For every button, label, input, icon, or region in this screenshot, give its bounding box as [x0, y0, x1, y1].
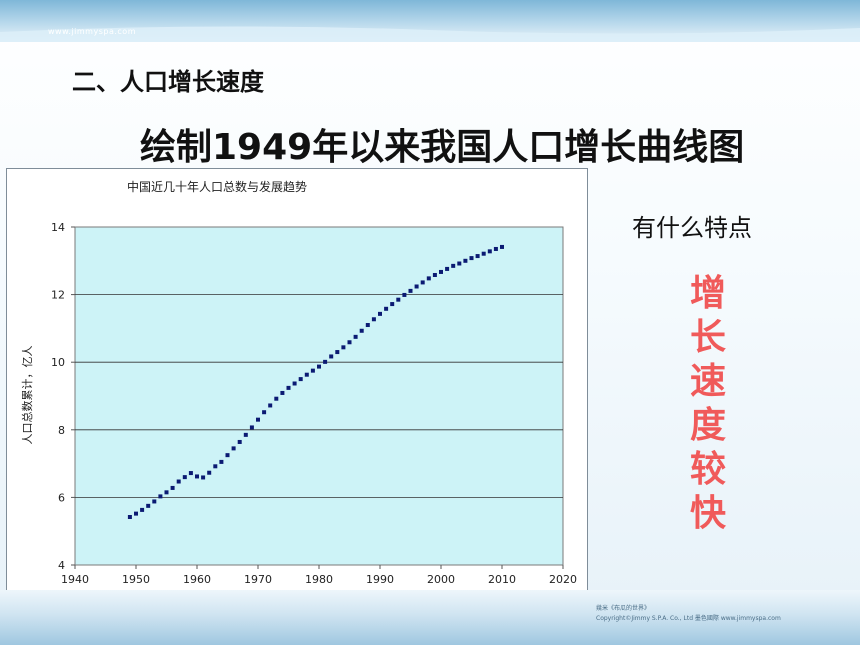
data-point [378, 311, 382, 316]
data-point [487, 249, 492, 254]
data-point [323, 359, 328, 364]
data-point [414, 284, 419, 289]
data-point [146, 503, 151, 508]
data-point [420, 280, 425, 285]
data-point [201, 475, 206, 480]
copyright-line-1: 幾米《布瓜的世界》 [596, 605, 651, 612]
y-tick-label: 6 [58, 491, 65, 504]
chart-title: 中国近几十年人口总数与发展趋势 [127, 179, 307, 194]
data-point [298, 377, 303, 382]
plot-background [74, 226, 564, 566]
section-title: 二、人口增长速度 [72, 68, 264, 96]
data-point [286, 385, 291, 390]
data-point [237, 439, 242, 444]
data-point [335, 350, 340, 355]
population-chart: 中国近几十年人口总数与发展趋势 4 6 8 10 12 14 1940 1950 1960 197… [20, 179, 577, 612]
data-point [463, 258, 468, 263]
data-point [225, 453, 230, 458]
y-tick-label: 12 [51, 289, 65, 302]
data-point [268, 403, 273, 408]
data-point [256, 417, 260, 422]
data-point [341, 345, 346, 350]
y-tick-label: 8 [58, 424, 65, 437]
x-tick-label: 1940 [61, 573, 89, 586]
data-point [396, 297, 401, 302]
data-point [353, 334, 358, 339]
data-point [384, 306, 389, 311]
data-point [243, 432, 248, 437]
data-point [432, 272, 437, 277]
data-point [481, 251, 486, 256]
top-banner: www.jimmyspa.com [0, 0, 860, 42]
data-point [371, 317, 376, 322]
bottom-banner [0, 590, 860, 645]
data-point [329, 354, 334, 359]
x-tick-label: 1990 [366, 573, 394, 586]
question-text: 有什么特点 [632, 214, 752, 242]
data-point [457, 261, 462, 266]
y-tick-label: 4 [58, 559, 65, 572]
x-tick-label: 2020 [549, 573, 577, 586]
data-point [182, 475, 187, 480]
data-point [188, 471, 193, 476]
main-title: 绘制1949年以来我国人口增长曲线图 [140, 127, 745, 168]
data-point [164, 490, 169, 495]
y-axis-label: 人口总数累计，亿人 [20, 346, 34, 445]
chart-frame: 中国近几十年人口总数与发展趋势 4 6 8 10 12 14 1940 1950 1960 197… [6, 168, 588, 624]
data-point [310, 368, 315, 373]
data-point [134, 511, 138, 516]
data-point [500, 244, 504, 249]
data-point [304, 372, 309, 377]
x-tick-label: 1970 [244, 573, 272, 586]
y-tick-label: 14 [51, 221, 65, 234]
data-point [402, 292, 407, 297]
data-point [347, 340, 352, 345]
data-point [445, 266, 450, 271]
site-url: www.jimmyspa.com [48, 27, 136, 36]
data-point [170, 485, 175, 490]
data-point [469, 256, 474, 261]
x-tick-label: 2010 [488, 573, 516, 586]
data-point [280, 390, 285, 395]
data-point [451, 263, 456, 268]
answer-text: 增长速度较快 [689, 273, 726, 534]
y-tick-label: 10 [51, 356, 65, 369]
data-point [493, 246, 498, 251]
data-point [317, 364, 321, 369]
data-point [292, 381, 297, 386]
data-point [176, 479, 181, 484]
data-point [475, 254, 480, 259]
data-point [152, 499, 157, 504]
data-point [207, 470, 212, 475]
x-tick-label: 2000 [427, 573, 455, 586]
data-point [195, 474, 199, 479]
data-point [390, 302, 395, 307]
data-point [359, 328, 364, 333]
data-point [274, 396, 279, 401]
data-point [439, 269, 443, 274]
data-point [365, 323, 370, 328]
x-tick-label: 1950 [122, 573, 150, 586]
data-point [219, 459, 224, 464]
data-point [262, 410, 267, 415]
data-point [213, 464, 218, 469]
x-tick-label: 1980 [305, 573, 333, 586]
plot-area: 4 6 8 10 12 14 1940 1950 1960 1970 1980 1990 2000 201… [51, 221, 577, 586]
data-point [231, 446, 236, 451]
data-point [127, 515, 132, 520]
data-point [140, 507, 145, 512]
data-point [158, 494, 163, 499]
x-tick-label: 1960 [183, 573, 211, 586]
top-wave-decoration [0, 26, 860, 42]
copyright-line-2: Copyright©Jimmy S.P.A. Co., Ltd 墨色國際 www… [596, 615, 781, 622]
data-point [408, 288, 413, 293]
data-point [249, 425, 254, 430]
data-point [426, 276, 431, 281]
